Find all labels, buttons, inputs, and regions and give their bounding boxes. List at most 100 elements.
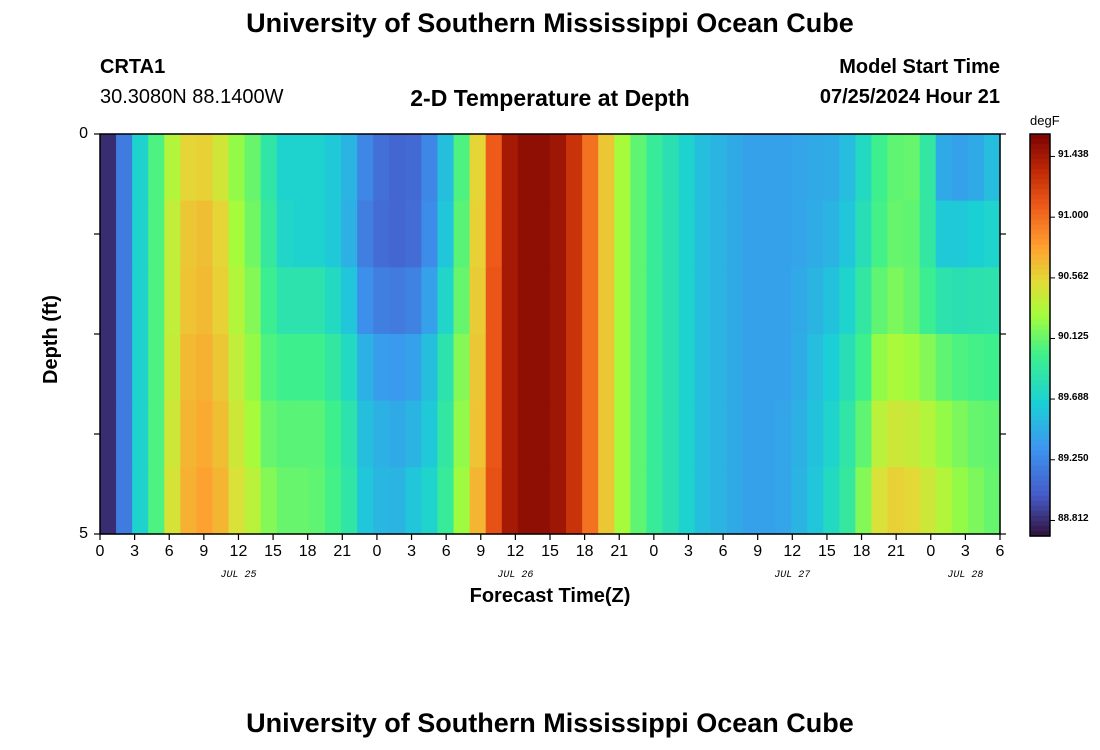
x-tick-label: 3 — [684, 543, 693, 560]
heatmap-cell — [646, 467, 664, 535]
heatmap-cell — [228, 134, 246, 202]
heatmap-cell — [341, 334, 358, 402]
x-tick-label: 12 — [506, 543, 525, 560]
heatmap-cell — [453, 200, 471, 268]
colorbar-segment — [1030, 445, 1050, 452]
heatmap-cell — [228, 200, 246, 268]
colorbar-segment — [1030, 400, 1050, 406]
heatmap-cell — [566, 200, 583, 268]
heatmap-cell — [244, 400, 262, 468]
heatmap-cell — [919, 267, 937, 335]
heatmap-cell — [839, 334, 856, 402]
heatmap-cell — [951, 134, 969, 202]
heatmap-cell — [598, 267, 615, 335]
heatmap-cell — [308, 267, 326, 335]
heatmap-cell — [903, 467, 921, 535]
colorbar-segment — [1030, 219, 1050, 226]
heatmap-cell — [325, 400, 342, 468]
colorbar-segment — [1030, 249, 1050, 256]
heatmap-cell — [517, 200, 535, 268]
heatmap-cell — [550, 267, 567, 335]
heatmap-cell — [421, 400, 439, 468]
heatmap-cell — [357, 134, 374, 202]
colorbar-segment — [1030, 415, 1050, 422]
x-tick-label: 15 — [264, 543, 282, 560]
x-tick-label: 21 — [610, 543, 629, 560]
colorbar-segment — [1030, 380, 1050, 386]
colorbar-segment — [1030, 324, 1050, 331]
heatmap-cell — [839, 267, 856, 335]
heatmap-cell — [566, 467, 583, 535]
heatmap-cell — [887, 200, 905, 268]
x-tick-label: 15 — [541, 543, 559, 560]
colorbar-frame — [1029, 133, 1051, 537]
heatmap-cell — [839, 467, 856, 535]
heatmap-cell — [308, 334, 326, 402]
heatmap-cell — [164, 334, 181, 402]
heatmap-cell — [598, 134, 615, 202]
heatmap-cell — [437, 400, 455, 468]
heatmap-cell — [437, 334, 455, 402]
colorbar-segment — [1030, 204, 1050, 210]
heatmap-cell — [614, 200, 631, 268]
heatmap-cell — [389, 200, 406, 268]
heatmap-cell — [341, 267, 358, 335]
colorbar-segment — [1030, 525, 1050, 532]
heatmap-cell — [196, 200, 214, 268]
colorbar-segment — [1030, 179, 1050, 185]
heatmap-cell — [132, 400, 149, 468]
heatmap-cell — [228, 467, 246, 535]
colorbar-segment — [1030, 385, 1050, 391]
heatmap-cell — [983, 200, 1001, 268]
heatmap-cell — [726, 400, 744, 468]
heatmap-cell — [710, 267, 728, 335]
page-title: University of Southern Mississippi Ocean… — [246, 8, 854, 38]
x-tick-label: 0 — [372, 543, 382, 560]
heatmap-cell — [967, 134, 985, 202]
heatmap-cell — [694, 400, 712, 468]
heatmap-cell — [357, 467, 374, 535]
heatmap-cell — [919, 334, 937, 402]
x-tick-label: 12 — [229, 543, 248, 560]
colorbar-segment — [1030, 224, 1050, 231]
heatmap-cell — [935, 400, 953, 468]
heatmap-cell — [983, 400, 1001, 468]
heatmap-cell — [871, 200, 889, 268]
heatmap-cell — [469, 400, 487, 468]
heatmap-cell — [100, 467, 117, 535]
heatmap-cell — [582, 200, 599, 268]
colorbar-segment — [1030, 284, 1050, 291]
heatmap-cell — [871, 267, 889, 335]
heatmap-cell — [244, 334, 262, 402]
heatmap-cell — [887, 467, 905, 535]
heatmap-cell — [485, 267, 503, 335]
colorbar-segment — [1030, 184, 1050, 190]
heatmap-cell — [373, 334, 390, 402]
model-start-time: 07/25/2024 Hour 21 — [819, 86, 1000, 108]
heatmap-cell — [598, 400, 615, 468]
heatmap-cell — [373, 134, 390, 202]
heatmap-cell — [935, 467, 953, 535]
heatmap-cell — [903, 400, 921, 468]
heatmap-cell — [758, 334, 776, 402]
colorbar-segment — [1030, 139, 1050, 145]
heatmap-cell — [807, 467, 824, 535]
colorbar-segment — [1030, 189, 1050, 195]
heatmap-cell — [132, 267, 149, 335]
heatmap-cell — [678, 334, 696, 402]
heatmap-cell — [180, 267, 198, 335]
y-tick-label: 5 — [79, 525, 88, 542]
heatmap-cell — [839, 200, 856, 268]
x-tick-label: 21 — [887, 543, 906, 560]
colorbar-segment — [1030, 314, 1050, 321]
heatmap-cell — [405, 134, 423, 202]
heatmap-cell — [212, 334, 230, 402]
heatmap-cell — [742, 334, 760, 402]
colorbar-segment — [1030, 505, 1050, 512]
colorbar-segment — [1030, 390, 1050, 396]
heatmap-cell — [775, 267, 792, 335]
heatmap-cell — [501, 200, 519, 268]
heatmap-cell — [501, 400, 519, 468]
heatmap-cell — [212, 400, 230, 468]
heatmap-cell — [228, 267, 246, 335]
